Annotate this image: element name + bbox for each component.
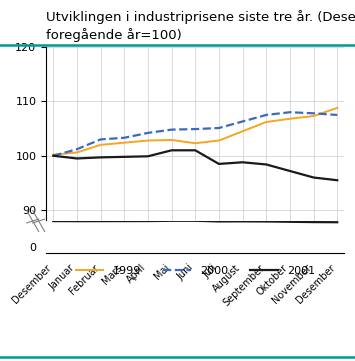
1999: [98, 143, 103, 147]
2001: [169, 219, 174, 223]
2000: [311, 217, 316, 221]
2001: [146, 154, 150, 158]
1999: [264, 217, 268, 222]
1999: [217, 218, 221, 222]
2000: [122, 136, 126, 140]
1999: [122, 218, 126, 223]
1999: [193, 218, 197, 223]
1999: [217, 138, 221, 143]
Text: Utviklingen i industriprisene siste tre år. (Desember
foregående år=100): Utviklingen i industriprisene siste tre …: [46, 10, 355, 42]
2000: [240, 119, 245, 123]
2001: [51, 153, 55, 158]
1999: [264, 120, 268, 124]
1999: [240, 129, 245, 134]
Line: 1999: 1999: [53, 219, 337, 221]
2001: [335, 220, 339, 225]
2001: [193, 148, 197, 152]
1999: [288, 217, 292, 221]
2000: [311, 111, 316, 116]
2001: [193, 219, 197, 223]
2001: [288, 219, 292, 224]
2000: [217, 218, 221, 222]
2000: [51, 219, 55, 223]
1999: [51, 219, 55, 223]
2001: [288, 169, 292, 173]
2000: [193, 218, 197, 222]
Line: 2001: 2001: [53, 221, 337, 222]
Line: 2000: 2000: [53, 219, 337, 221]
2000: [98, 218, 103, 222]
2001: [98, 219, 103, 223]
1999: [98, 218, 103, 223]
Line: 1999: 1999: [53, 108, 337, 155]
2001: [51, 219, 55, 223]
1999: [335, 106, 339, 110]
2001: [264, 162, 268, 167]
1999: [169, 218, 174, 222]
2000: [288, 110, 292, 114]
2000: [122, 218, 126, 222]
2001: [122, 219, 126, 223]
1999: [169, 138, 174, 142]
2000: [75, 218, 79, 223]
Line: 2000: 2000: [53, 112, 337, 156]
2001: [75, 156, 79, 161]
2001: [217, 162, 221, 166]
2001: [169, 148, 174, 152]
2000: [335, 113, 339, 117]
2000: [193, 127, 197, 131]
2000: [51, 153, 55, 158]
1999: [311, 114, 316, 118]
1999: [75, 219, 79, 223]
2000: [146, 218, 150, 222]
1999: [335, 217, 339, 221]
2001: [122, 155, 126, 159]
1999: [122, 140, 126, 145]
2001: [311, 220, 316, 224]
2000: [335, 217, 339, 221]
1999: [146, 218, 150, 222]
2000: [98, 137, 103, 142]
2000: [146, 131, 150, 135]
2001: [240, 160, 245, 165]
2001: [217, 219, 221, 223]
2001: [240, 219, 245, 223]
Legend: 1999, 2000, 2001: 1999, 2000, 2001: [71, 261, 319, 280]
2001: [311, 175, 316, 180]
2000: [75, 147, 79, 151]
2000: [288, 217, 292, 221]
2001: [75, 219, 79, 223]
2001: [98, 155, 103, 160]
2000: [240, 217, 245, 222]
1999: [288, 117, 292, 121]
2000: [217, 126, 221, 130]
1999: [240, 218, 245, 222]
2001: [146, 219, 150, 223]
1999: [51, 152, 55, 157]
2001: [264, 219, 268, 223]
Line: 2001: 2001: [53, 150, 337, 180]
2000: [264, 113, 268, 117]
1999: [311, 217, 316, 221]
2001: [335, 178, 339, 182]
2000: [169, 218, 174, 222]
2000: [169, 127, 174, 132]
2000: [264, 217, 268, 221]
1999: [193, 141, 197, 145]
1999: [146, 138, 150, 143]
1999: [75, 150, 79, 155]
